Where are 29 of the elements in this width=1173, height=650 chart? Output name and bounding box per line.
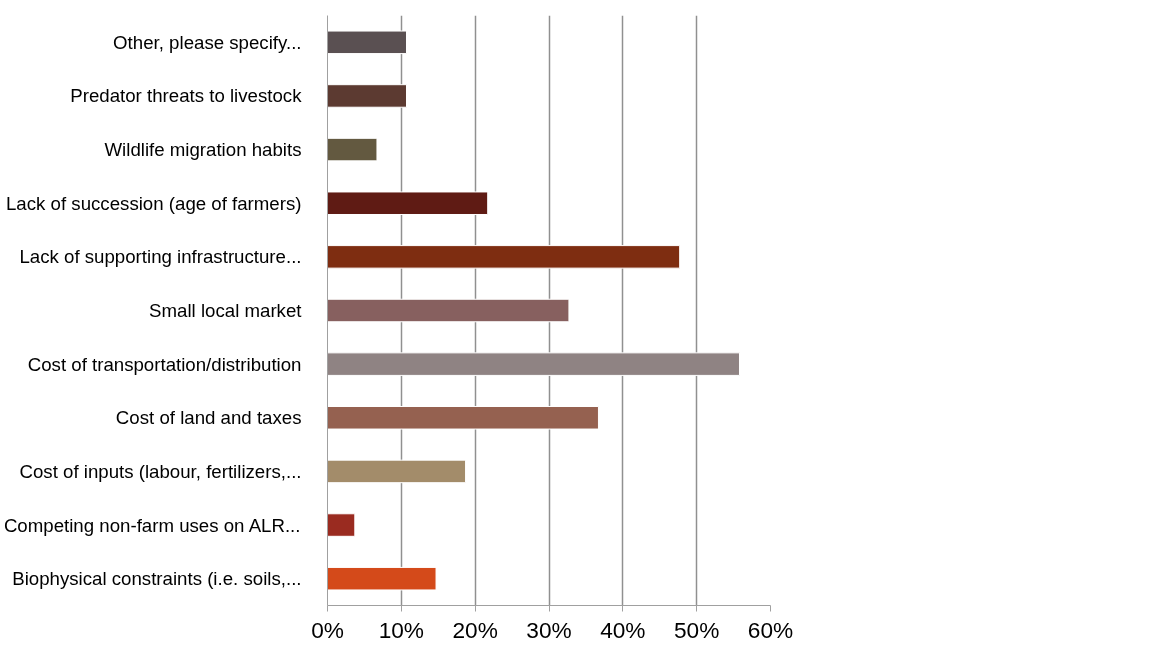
bar bbox=[327, 84, 407, 108]
y-tick-label: Cost of transportation/distribution bbox=[27, 353, 302, 375]
bar bbox=[327, 137, 378, 162]
bar bbox=[327, 352, 740, 376]
bar bbox=[327, 566, 437, 591]
y-tick-label: Lack of supporting infrastructure... bbox=[19, 246, 302, 268]
x-tick-label: 40% bbox=[600, 616, 646, 643]
y-tick-label: Competing non-farm uses on ALR... bbox=[3, 514, 301, 536]
y-tick-label: Biophysical constraints (i.e. soils,... bbox=[12, 568, 302, 590]
bar bbox=[327, 459, 467, 484]
y-tick-label: Cost of inputs (labour, fertilizers,... bbox=[19, 460, 302, 482]
x-tick-label: 60% bbox=[747, 616, 794, 643]
y-tick-label: Cost of land and taxes bbox=[115, 407, 302, 429]
y-tick-label: Other, please specify... bbox=[113, 31, 302, 53]
y-tick-label: Wildlife migration habits bbox=[104, 139, 302, 161]
bar bbox=[327, 30, 407, 55]
bar bbox=[327, 191, 489, 215]
bar bbox=[327, 298, 570, 323]
x-tick-label: 20% bbox=[452, 616, 498, 643]
bar bbox=[327, 245, 681, 269]
bar bbox=[327, 513, 356, 537]
x-tick-label: 0% bbox=[311, 616, 344, 643]
x-tick-label: 50% bbox=[673, 616, 720, 643]
x-tick-label: 10% bbox=[378, 616, 425, 643]
x-tick-label: 30% bbox=[526, 616, 572, 643]
bar bbox=[327, 406, 599, 430]
y-tick-label: Lack of succession (age of farmers) bbox=[5, 192, 302, 214]
y-tick-label: Predator threats to livestock bbox=[70, 85, 303, 107]
y-tick-label: Small local market bbox=[149, 300, 303, 321]
